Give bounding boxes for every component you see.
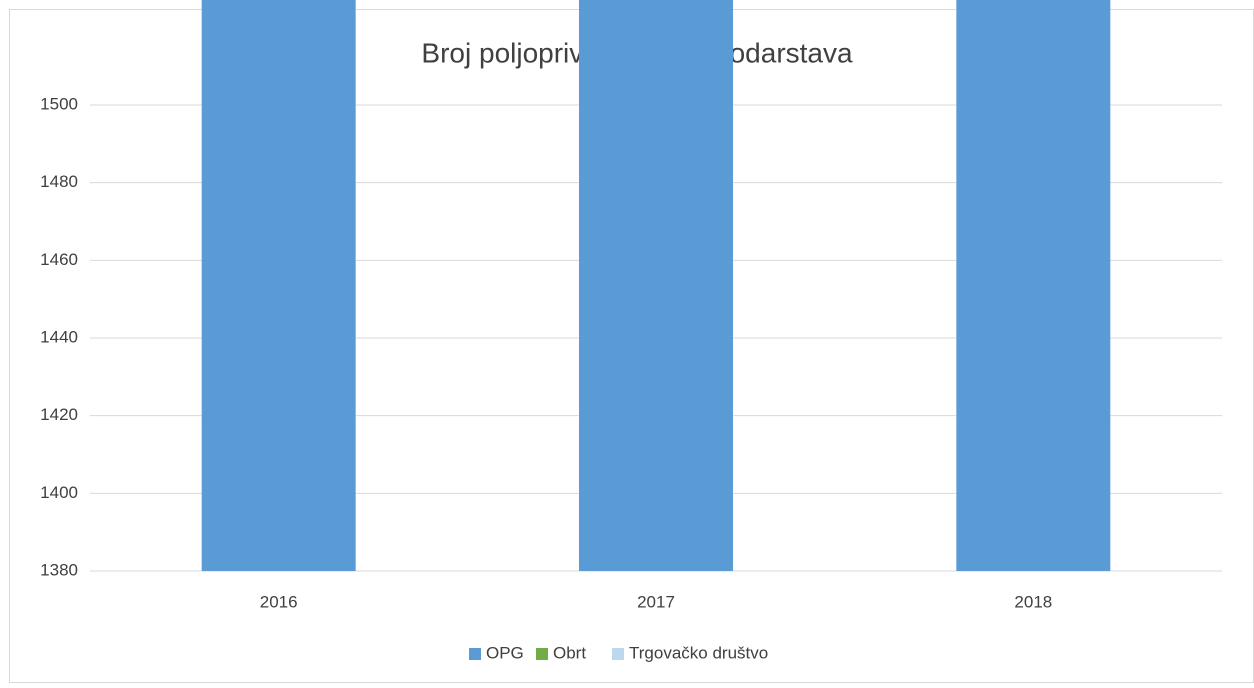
y-tick-label: 1400 — [40, 483, 78, 502]
x-tick-label: 2016 — [260, 592, 298, 611]
x-tick-label: 2018 — [1014, 592, 1052, 611]
legend-swatch — [536, 648, 548, 660]
legend-swatch — [612, 648, 624, 660]
y-tick-label: 1460 — [40, 250, 78, 269]
legend-label: Trgovačko društvo — [629, 643, 768, 662]
legend-swatch — [469, 648, 481, 660]
legend-label: OPG — [486, 643, 524, 662]
x-tick-label: 2017 — [637, 592, 675, 611]
y-tick-label: 1380 — [40, 560, 78, 579]
y-tick-label: 1440 — [40, 327, 78, 346]
bar-segment — [956, 0, 1111, 571]
y-tick-label: 1420 — [40, 405, 78, 424]
bar-segment — [579, 0, 733, 571]
bar-segment — [201, 0, 356, 571]
y-tick-label: 1480 — [40, 172, 78, 191]
y-tick-label: 1500 — [40, 94, 78, 113]
legend-label: Obrt — [553, 643, 586, 662]
